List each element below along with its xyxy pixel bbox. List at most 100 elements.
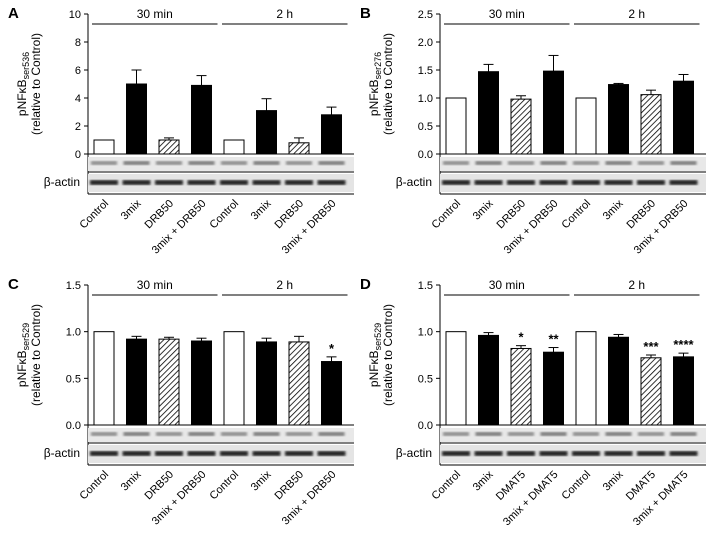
x-tick-label: Control — [78, 198, 112, 232]
y-axis-label-sub: ser529 — [21, 323, 31, 351]
actin-band — [122, 451, 151, 456]
group-label: 2 h — [628, 7, 645, 21]
bar — [608, 84, 629, 155]
x-tick-label: 3mix — [249, 468, 274, 493]
blot-band — [540, 161, 567, 165]
panel-label: D — [360, 276, 371, 293]
actin-band — [507, 451, 535, 456]
actin-band — [90, 180, 118, 185]
blot-band — [156, 161, 182, 165]
x-tick-label: Control — [560, 198, 594, 232]
x-tick-label: Control — [208, 469, 242, 503]
loading-label: β-actin — [396, 446, 432, 460]
group-label: 2 h — [276, 7, 293, 21]
y-tick-label: 0.0 — [418, 149, 433, 161]
blot-band — [540, 432, 567, 436]
blot-band — [475, 432, 502, 436]
blot-band — [443, 161, 469, 165]
actin-band — [317, 451, 346, 456]
x-tick-label: 3mix — [119, 197, 144, 222]
actin-band — [442, 180, 470, 185]
bar — [575, 331, 597, 426]
y-tick-label: 0 — [75, 149, 81, 161]
blot-band — [253, 161, 280, 165]
panel-label: B — [360, 5, 371, 22]
bar — [445, 97, 467, 155]
bar — [640, 357, 662, 426]
blot-band — [156, 432, 182, 436]
bar — [543, 351, 564, 426]
bar — [288, 142, 310, 155]
y-axis-label-main: pNFκB — [15, 350, 29, 387]
x-tick-label: 3mix — [601, 197, 626, 222]
blot-band — [638, 161, 664, 165]
blot-band — [91, 432, 117, 436]
actin-band — [317, 180, 346, 185]
x-tick-label: Control — [430, 198, 464, 232]
y-tick-label: 0.5 — [66, 373, 81, 385]
y-tick-label: 1.0 — [66, 327, 81, 339]
y-tick-label: 1.5 — [418, 65, 433, 77]
actin-band — [220, 180, 248, 185]
bar — [321, 361, 342, 426]
y-axis-label: pNFκBser276 — [367, 52, 383, 116]
blot-band — [508, 432, 534, 436]
loading-label: β-actin — [44, 175, 80, 189]
panel-label: A — [8, 5, 19, 22]
bar — [158, 338, 180, 426]
bar — [126, 83, 147, 155]
x-tick-label: 3mix — [471, 468, 496, 493]
y-tick-label: 0.5 — [418, 373, 433, 385]
actin-band — [637, 180, 665, 185]
blot-band — [253, 432, 280, 436]
blot-band — [605, 161, 632, 165]
x-tick-label: Control — [78, 469, 112, 503]
bar — [543, 70, 564, 155]
blot-band — [91, 161, 117, 165]
blot-band — [475, 161, 502, 165]
y-tick-label: 1.0 — [418, 93, 433, 105]
y-tick-label: 6 — [75, 65, 81, 77]
bar — [673, 356, 694, 426]
bar — [640, 94, 662, 155]
group-label: 30 min — [489, 278, 525, 292]
y-axis-label-2: (relative to Control) — [381, 304, 395, 406]
bar — [321, 114, 342, 155]
actin-band — [155, 180, 183, 185]
blot-band — [573, 432, 599, 436]
y-tick-label: 8 — [75, 37, 81, 49]
bar — [223, 331, 245, 426]
bar — [478, 334, 499, 426]
blot-band — [638, 432, 664, 436]
y-tick-label: 1.0 — [418, 327, 433, 339]
actin-band — [187, 180, 216, 185]
actin-band — [220, 451, 248, 456]
bar — [256, 341, 277, 426]
y-tick-label: 2.5 — [418, 9, 433, 21]
significance: * — [518, 330, 524, 345]
blot-band — [605, 432, 632, 436]
significance: **** — [673, 337, 694, 352]
actin-band — [474, 180, 503, 185]
blot-band — [221, 432, 247, 436]
bar — [223, 139, 245, 155]
blot-band — [573, 161, 599, 165]
bar — [478, 71, 499, 155]
y-tick-label: 1.5 — [66, 280, 81, 292]
y-axis-label: pNFκBser536 — [15, 52, 31, 116]
x-tick-label: 3mix — [601, 468, 626, 493]
x-tick-label: Control — [560, 469, 594, 503]
bar — [93, 331, 115, 426]
blot-band — [508, 161, 534, 165]
actin-band — [604, 451, 633, 456]
bar — [608, 336, 629, 426]
y-axis-label: pNFκBser529 — [367, 323, 383, 387]
bar — [93, 139, 115, 155]
actin-band — [285, 451, 313, 456]
y-axis-label-2: (relative to Control) — [381, 33, 395, 135]
y-axis-label: pNFκBser529 — [15, 323, 31, 387]
blot-band — [286, 161, 312, 165]
